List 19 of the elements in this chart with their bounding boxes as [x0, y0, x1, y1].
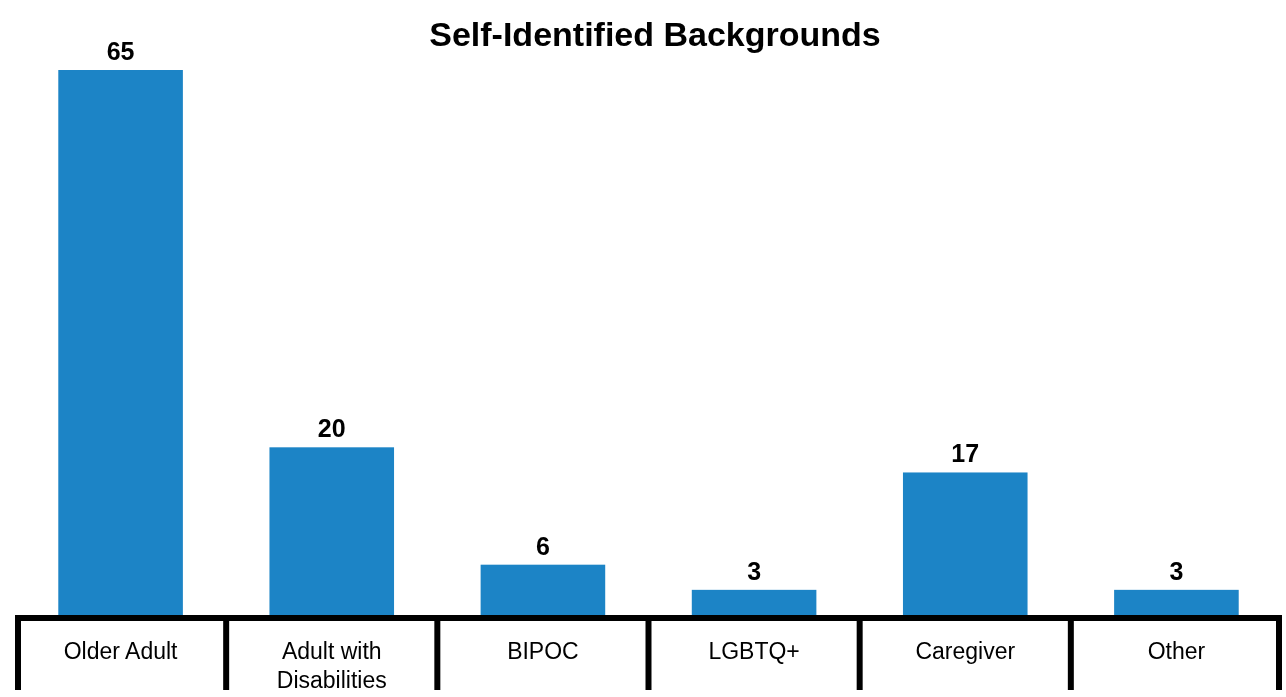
chart-title: Self-Identified Backgrounds	[429, 15, 881, 53]
x-tick-label: Caregiver	[915, 638, 1016, 664]
bar	[58, 70, 183, 615]
data-label: 20	[317, 414, 346, 443]
bar	[691, 589, 817, 615]
x-tick-label: Older Adult	[63, 638, 179, 664]
bar	[902, 472, 1028, 615]
data-label: 17	[951, 439, 980, 468]
x-tick-label: Other	[1147, 638, 1206, 664]
data-label: 3	[747, 556, 762, 585]
x-tick-label: BIPOC	[507, 638, 579, 664]
bar	[1114, 589, 1239, 615]
data-label: 6	[535, 531, 550, 560]
bar	[269, 447, 395, 615]
data-label: 3	[1169, 556, 1184, 585]
data-label: 65	[106, 37, 135, 65]
bar	[480, 564, 606, 615]
x-tick-label: Adult with Disabilities	[276, 638, 387, 693]
x-tick-label: LGBTQ+	[708, 638, 800, 664]
